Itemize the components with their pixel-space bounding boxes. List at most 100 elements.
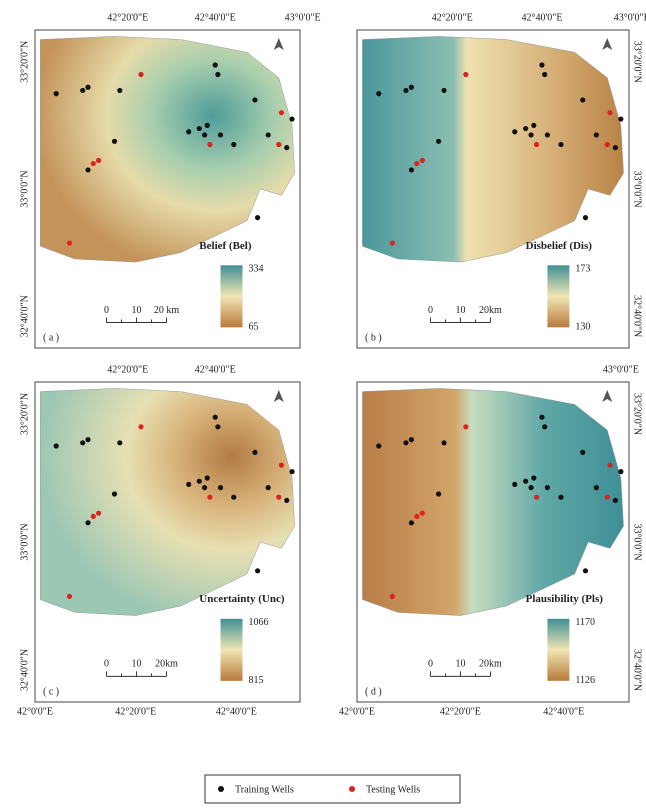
scale-label: 20km bbox=[479, 659, 502, 670]
training-well bbox=[436, 138, 442, 144]
testing-label: Testing Wells bbox=[366, 784, 420, 795]
testing-well bbox=[276, 141, 282, 148]
training-well bbox=[376, 91, 382, 97]
colorbar-max: 1170 bbox=[575, 617, 595, 628]
lat-label: 33°20'0"N bbox=[19, 393, 30, 435]
scale-bar bbox=[429, 317, 491, 324]
testing-well bbox=[207, 494, 213, 500]
training-well bbox=[531, 122, 537, 128]
lon-label: 42°20'0"E bbox=[107, 12, 148, 23]
training-well bbox=[215, 424, 221, 430]
training-well bbox=[512, 481, 518, 487]
lat-label: 32°40'0"N bbox=[19, 649, 30, 691]
training-label: Training Wells bbox=[235, 784, 294, 795]
training-well bbox=[204, 122, 210, 128]
training-well bbox=[542, 424, 548, 430]
training-well bbox=[53, 91, 59, 97]
training-well bbox=[202, 485, 208, 491]
scale-label: 0 bbox=[104, 659, 109, 670]
colorbar-max: 1066 bbox=[249, 617, 269, 628]
lon-label: 42°40'0"E bbox=[195, 12, 236, 23]
training-well bbox=[512, 129, 518, 135]
training-well bbox=[85, 437, 91, 443]
map-panel: Plausibility (Pls) 1170 1126 0 10 20km ( d ) 43… bbox=[339, 364, 643, 717]
scale-label: 20km bbox=[155, 659, 178, 670]
lat-label: 33°0'0"N bbox=[19, 170, 30, 207]
testing-well bbox=[96, 510, 102, 516]
scale-label: 0 bbox=[428, 305, 433, 316]
testing-well bbox=[419, 157, 425, 163]
colorbar bbox=[220, 618, 243, 681]
training-well bbox=[539, 62, 545, 68]
lat-label: 33°0'0"N bbox=[632, 523, 643, 560]
map-panel: Belief (Bel) 334 65 0 10 20 km ( a ) 42°20'0"E 4… bbox=[19, 12, 321, 349]
lon-label: 42°20'0"E bbox=[432, 12, 473, 23]
testing-well bbox=[90, 513, 96, 520]
colorbar bbox=[547, 265, 570, 328]
lon-label: 42°0'0"E bbox=[17, 706, 53, 717]
training-well bbox=[265, 485, 271, 491]
training-well bbox=[196, 478, 202, 484]
testing-well bbox=[389, 593, 395, 600]
training-well bbox=[204, 475, 210, 481]
colorbar bbox=[220, 265, 243, 328]
training-well bbox=[215, 71, 221, 78]
testing-well bbox=[463, 71, 469, 78]
testing-well bbox=[604, 494, 610, 500]
panel-label: ( c ) bbox=[43, 686, 59, 697]
lon-label: 42°0'0"E bbox=[339, 706, 375, 717]
training-well bbox=[212, 62, 218, 68]
training-well bbox=[80, 87, 86, 94]
testing-well bbox=[276, 494, 282, 500]
colorbar-max: 173 bbox=[575, 264, 590, 275]
lon-label: 42°20'0"E bbox=[107, 364, 148, 375]
testing-well bbox=[607, 462, 613, 468]
scale-label: 10 bbox=[455, 305, 465, 316]
testing-well bbox=[419, 510, 425, 516]
training-well bbox=[593, 132, 599, 138]
lat-label: 33°20'0"N bbox=[632, 393, 643, 435]
training-well bbox=[80, 440, 86, 446]
study-area bbox=[40, 388, 295, 616]
training-well bbox=[111, 138, 118, 144]
training-well bbox=[436, 491, 442, 497]
lon-label: 43°0'0"E bbox=[285, 12, 321, 23]
testing-well bbox=[66, 240, 73, 246]
training-well bbox=[408, 84, 414, 90]
lon-label: 42°20'0"E bbox=[440, 706, 481, 717]
scale-bar bbox=[429, 671, 491, 677]
colorbar-min: 130 bbox=[575, 322, 590, 333]
training-well bbox=[289, 116, 295, 122]
scale-label: 20 km bbox=[154, 305, 180, 316]
training-well bbox=[284, 497, 290, 503]
lon-label: 43°0'0"E bbox=[614, 12, 646, 23]
testing-well bbox=[207, 141, 213, 148]
map-title: Belief (Bel) bbox=[199, 240, 252, 252]
lat-label: 32°40'0"N bbox=[632, 649, 643, 691]
training-well bbox=[558, 141, 564, 148]
training-well bbox=[289, 469, 295, 475]
training-well bbox=[408, 437, 414, 443]
training-well bbox=[231, 494, 237, 500]
training-well bbox=[612, 497, 619, 503]
panel-label: ( a ) bbox=[43, 332, 59, 343]
colorbar-max: 334 bbox=[249, 264, 264, 275]
lon-label: 42°40'0"E bbox=[216, 706, 257, 717]
north-arrow bbox=[602, 390, 613, 402]
training-well bbox=[558, 494, 564, 500]
lon-label: 42°40'0"E bbox=[543, 706, 584, 717]
colorbar-min: 815 bbox=[249, 675, 264, 686]
well-legend: Training Wells Testing Wells bbox=[204, 774, 461, 804]
testing-well bbox=[278, 462, 285, 468]
testing-well bbox=[138, 71, 144, 78]
testing-well bbox=[604, 141, 610, 148]
testing-well bbox=[533, 141, 540, 148]
map-panel: Uncertainty (Unc) 1066 815 0 10 20km ( c ) 42°2… bbox=[17, 364, 301, 717]
testing-marker bbox=[349, 786, 355, 792]
training-well bbox=[539, 414, 545, 420]
lon-label: 42°40'0"E bbox=[521, 12, 562, 23]
training-well bbox=[403, 87, 409, 94]
testing-well bbox=[90, 160, 96, 167]
training-well bbox=[85, 84, 91, 90]
